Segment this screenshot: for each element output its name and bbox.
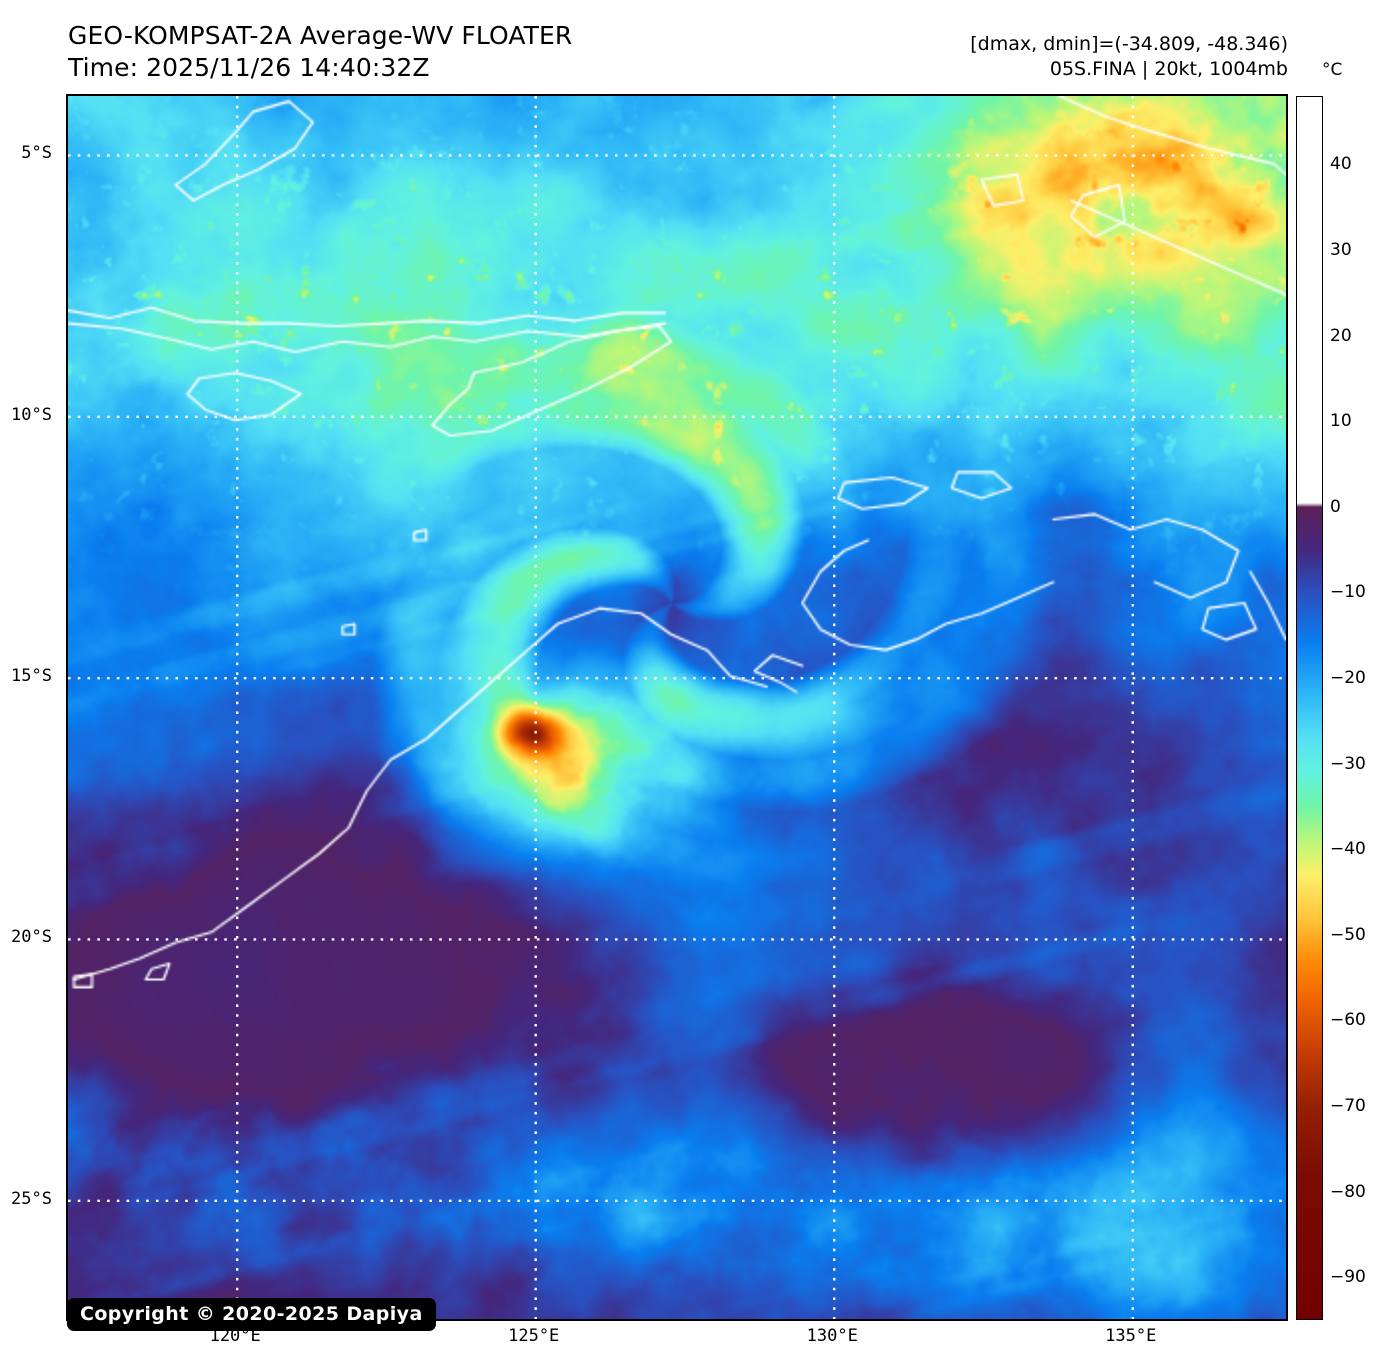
colorbar-tick-label: −40: [1330, 839, 1366, 860]
colorbar-tick-label: −10: [1330, 582, 1366, 603]
y-axis-tick-label: 15°S: [11, 666, 52, 687]
colorbar-tick-label: 20: [1330, 325, 1352, 346]
x-axis-tick-label: 135°E: [1105, 1326, 1157, 1346]
colorbar-tick-label: −90: [1330, 1267, 1366, 1288]
colorbar-tick-label: −30: [1330, 753, 1366, 774]
x-axis-tick-label: 130°E: [806, 1326, 858, 1346]
storm-info-label: 05S.FINA | 20kt, 1004mb: [1049, 58, 1288, 80]
dmax-dmin-label: [dmax, dmin]=(-34.809, -48.346): [970, 33, 1288, 55]
timestamp-label: Time: 2025/11/26 14:40:32Z: [68, 53, 430, 82]
colorbar-tick-label: 40: [1330, 154, 1352, 175]
x-axis-tick-label: 120°E: [209, 1326, 261, 1346]
colorbar-tick-label: −70: [1330, 1096, 1366, 1116]
copyright-banner: Copyright © 2020-2025 Dapiya: [67, 1298, 436, 1331]
y-axis-tick-label: 20°S: [11, 927, 52, 948]
y-axis-tick-label: 25°S: [11, 1188, 52, 1209]
colorbar-tick-label: 0: [1330, 496, 1341, 517]
colorbar-tick-label: 10: [1330, 411, 1352, 432]
page-title: GEO-KOMPSAT-2A Average-WV FLOATER: [68, 21, 573, 50]
colorbar-units-label: °C: [1322, 60, 1343, 80]
colorbar-tick-label: −60: [1330, 1010, 1366, 1031]
colorbar-tick-label: 30: [1330, 240, 1352, 261]
satellite-image-plot[interactable]: [66, 94, 1288, 1321]
colorbar[interactable]: [1296, 96, 1323, 1320]
y-axis-tick-label: 5°S: [21, 143, 52, 164]
title-block: GEO-KOMPSAT-2A Average-WV FLOATER Time: …: [68, 20, 572, 84]
colorbar-tick-label: −50: [1330, 924, 1366, 945]
satellite-imagery-canvas: [68, 96, 1286, 1319]
colorbar-tick-label: −80: [1330, 1181, 1366, 1202]
y-axis-tick-label: 10°S: [11, 404, 52, 425]
colorbar-tick-label: −20: [1330, 668, 1366, 689]
x-axis-tick-label: 125°E: [508, 1326, 560, 1346]
colorbar-gradient: [1296, 96, 1323, 1320]
metadata-block: [dmax, dmin]=(-34.809, -48.346) 05S.FINA…: [970, 32, 1288, 82]
